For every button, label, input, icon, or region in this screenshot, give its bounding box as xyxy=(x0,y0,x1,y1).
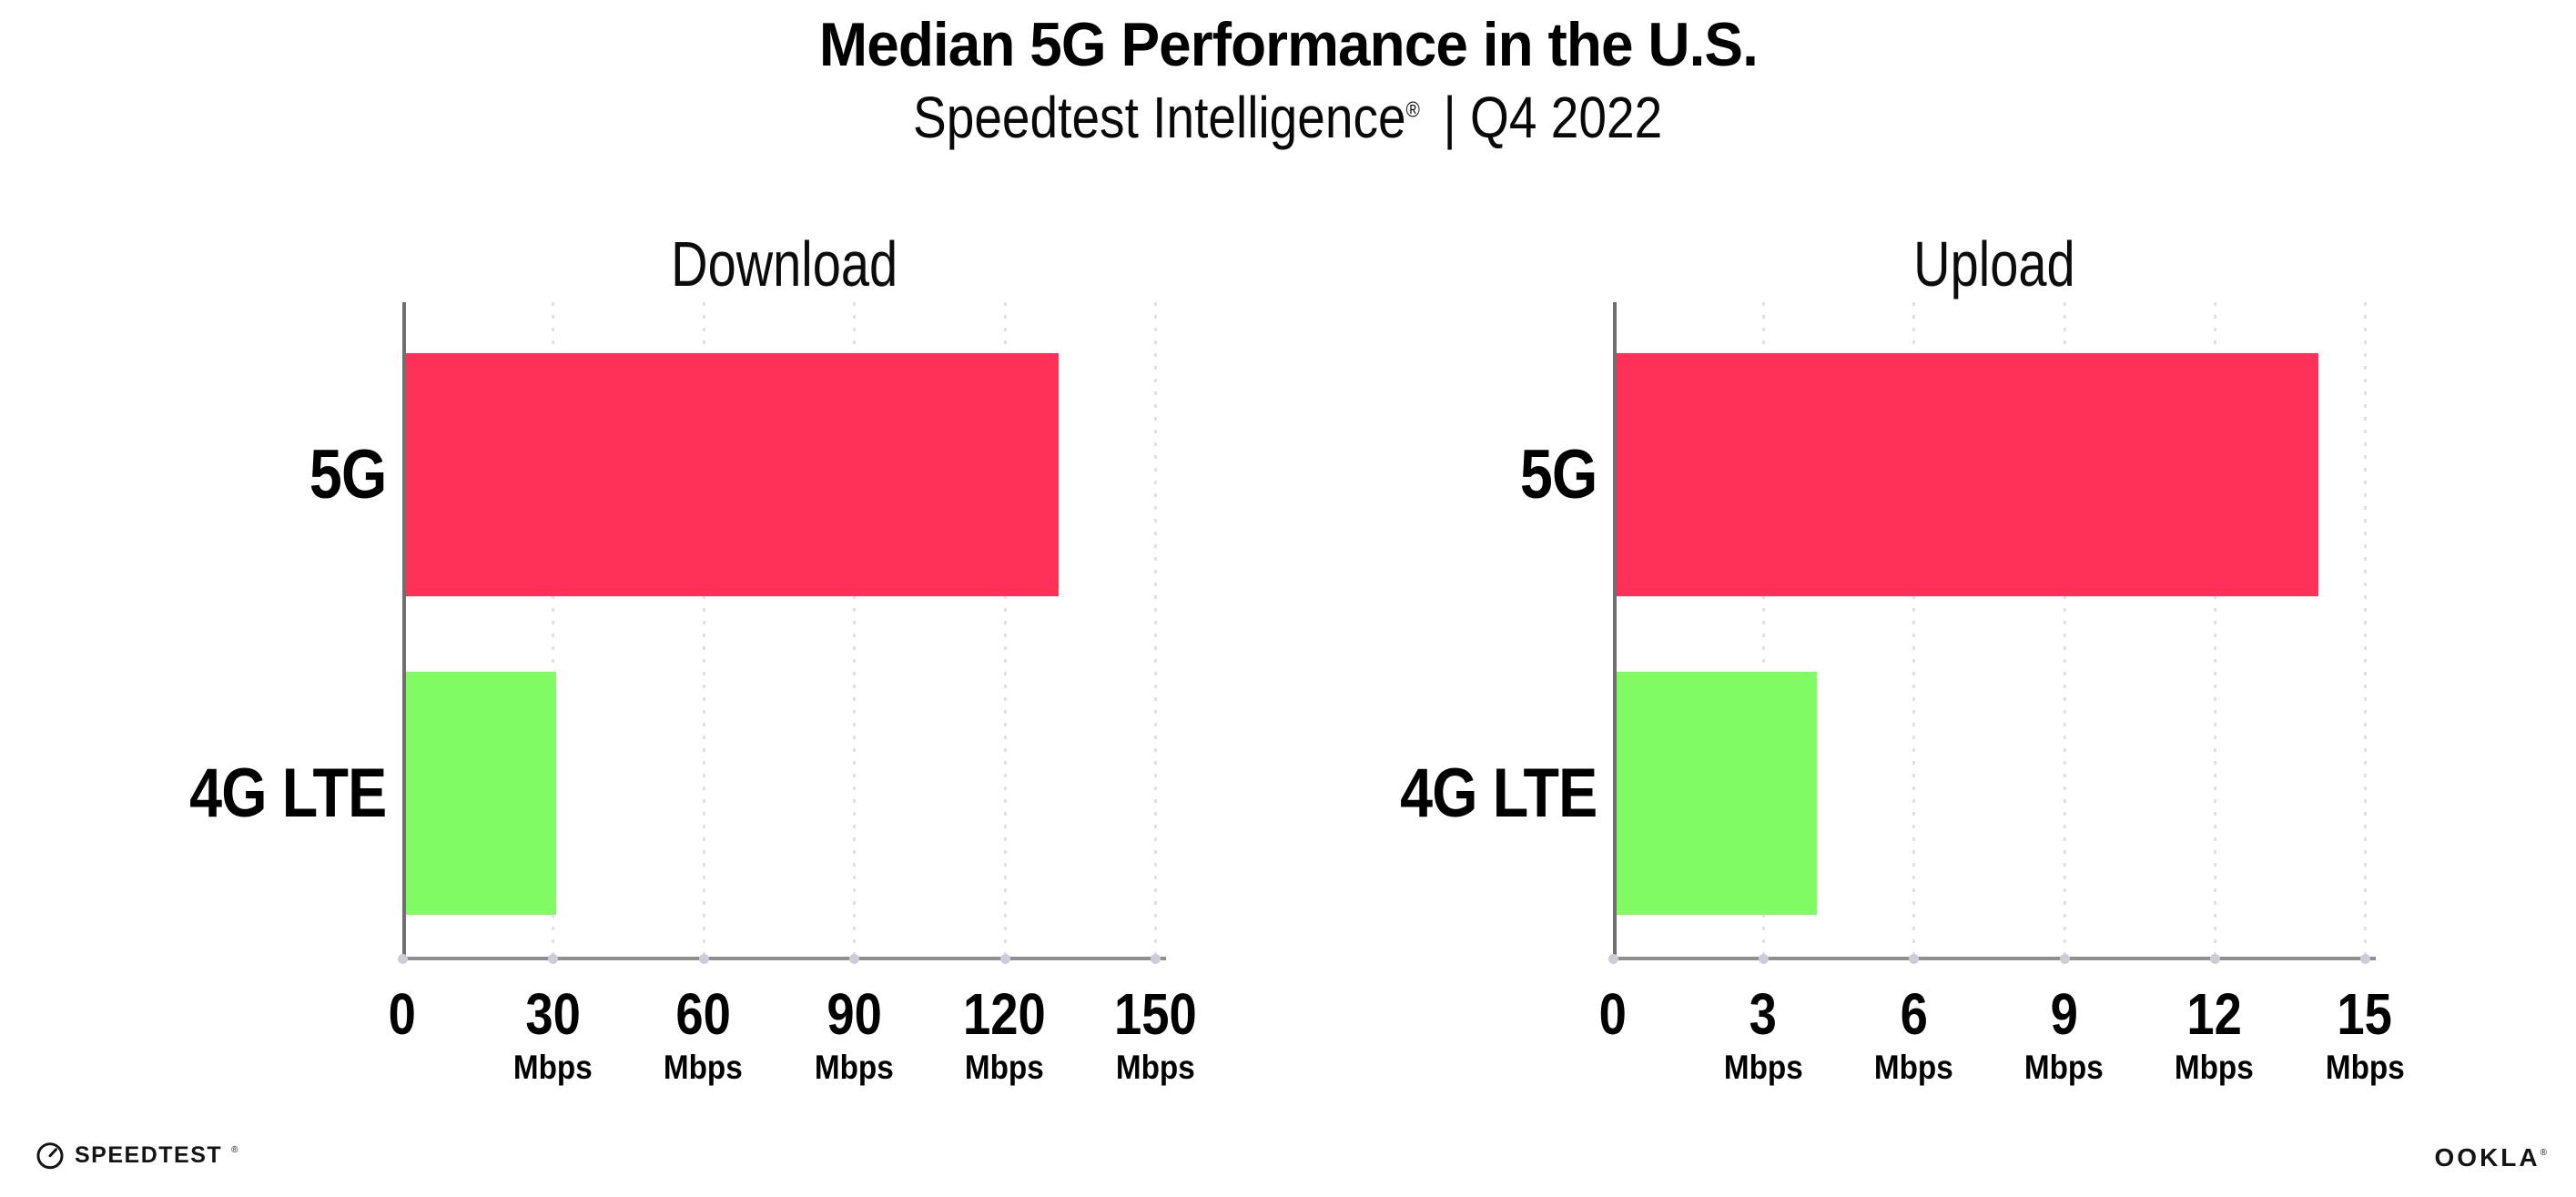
subtitle-quarter: | Q4 2022 xyxy=(1443,85,1663,150)
gridline-3 xyxy=(1762,302,1766,957)
gridline-90 xyxy=(853,302,857,957)
gridline-120 xyxy=(1003,302,1007,957)
gridline-15 xyxy=(2364,302,2367,957)
gridline-60 xyxy=(702,302,705,957)
bar-4g-lte xyxy=(1617,672,1817,915)
y-category-label-5g: 5G xyxy=(1519,436,1597,513)
x-tick-label-120: 120 Mbps xyxy=(905,981,1105,1087)
download-chart-title: Download xyxy=(402,228,1166,300)
ookla-logo: OOKLA ® xyxy=(2435,1143,2547,1172)
x-tick-unit: Mbps xyxy=(814,1049,894,1087)
gridline-150 xyxy=(1154,302,1157,957)
gridline-9 xyxy=(2063,302,2066,957)
subtitle-separator xyxy=(1420,85,1444,150)
axis-tick-dot xyxy=(1759,954,1770,964)
x-tick-value: 9 xyxy=(2050,981,2078,1047)
x-tick-label-15: 15 Mbps xyxy=(2265,981,2465,1087)
gridline-6 xyxy=(1912,302,1916,957)
download-y-axis-line xyxy=(402,302,406,959)
axis-tick-dot xyxy=(698,954,709,964)
x-tick-label-0: 0 xyxy=(1513,981,1713,1047)
speedtest-gauge-icon xyxy=(36,1142,64,1170)
bar-5g xyxy=(406,353,1059,596)
download-x-axis-line xyxy=(402,957,1166,960)
axis-tick-dot xyxy=(1909,954,1920,964)
x-tick-unit: Mbps xyxy=(512,1049,593,1087)
page-title-text: Median 5G Performance in the U.S. xyxy=(818,10,1758,79)
axis-tick-dot xyxy=(548,954,559,964)
upload-y-axis-line xyxy=(1613,302,1617,959)
x-tick-value: 15 xyxy=(2337,981,2393,1047)
x-tick-unit: Mbps xyxy=(2024,1049,2104,1087)
axis-tick-dot xyxy=(1151,954,1161,964)
upload-chart-title-text: Upload xyxy=(1913,228,2075,299)
axis-tick-dot xyxy=(1608,954,1618,964)
bar-5g xyxy=(1617,353,2318,596)
gridline-30 xyxy=(552,302,555,957)
x-tick-label-150: 150 Mbps xyxy=(1055,981,1255,1087)
ookla-registered-mark: ® xyxy=(2540,1147,2547,1158)
page-subtitle: Speedtest Intelligence® | Q4 2022 xyxy=(0,84,2576,151)
y-category-label-4g-lte: 4G LTE xyxy=(1399,755,1597,832)
x-tick-label-0: 0 xyxy=(302,981,502,1047)
subtitle-inner: Speedtest Intelligence® | Q4 2022 xyxy=(913,84,1662,151)
axis-tick-dot xyxy=(999,954,1010,964)
x-tick-unit: Mbps xyxy=(664,1049,744,1087)
x-tick-label-60: 60 Mbps xyxy=(603,981,804,1087)
download-chart-title-text: Download xyxy=(670,228,898,299)
x-tick-label-6: 6 Mbps xyxy=(1813,981,2013,1087)
x-tick-unit: Mbps xyxy=(2325,1049,2405,1087)
page-title: Median 5G Performance in the U.S. xyxy=(0,9,2576,80)
x-tick-value: 0 xyxy=(388,981,417,1047)
x-tick-value: 0 xyxy=(1598,981,1628,1047)
registered-mark: ® xyxy=(1406,97,1421,123)
y-category-label-4g-lte: 4G LTE xyxy=(188,755,387,832)
speedtest-registered-mark: ® xyxy=(231,1144,238,1155)
x-tick-unit: Mbps xyxy=(1723,1049,1803,1087)
ookla-wordmark: OOKLA xyxy=(2434,1143,2541,1172)
x-tick-value: 60 xyxy=(675,981,732,1047)
x-tick-label-9: 9 Mbps xyxy=(1964,981,2165,1087)
axis-tick-dot xyxy=(2209,954,2220,964)
x-tick-label-3: 3 Mbps xyxy=(1663,981,1863,1087)
axis-tick-dot xyxy=(398,954,408,964)
gridline-12 xyxy=(2213,302,2216,957)
bar-4g-lte xyxy=(406,672,556,915)
speedtest-wordmark: SPEEDTEST xyxy=(75,1141,223,1168)
x-tick-unit: Mbps xyxy=(1115,1049,1195,1087)
axis-tick-dot xyxy=(2059,954,2070,964)
x-tick-value: 90 xyxy=(826,981,882,1047)
x-tick-value: 120 xyxy=(963,981,1046,1047)
speedtest-logo: SPEEDTEST ® xyxy=(35,1140,238,1171)
x-tick-value: 12 xyxy=(2186,981,2243,1047)
download-chart: Download 0 30 Mbps 60 Mbps 90 Mbps 120 Mbps 150 Mb… xyxy=(189,228,1197,1085)
x-tick-value: 3 xyxy=(1749,981,1778,1047)
axis-tick-dot xyxy=(849,954,860,964)
y-category-label-5g: 5G xyxy=(309,436,387,513)
upload-x-axis-line xyxy=(1613,957,2376,960)
x-tick-label-30: 30 Mbps xyxy=(452,981,653,1087)
x-tick-unit: Mbps xyxy=(1873,1049,1953,1087)
x-tick-value: 30 xyxy=(525,981,581,1047)
x-tick-label-90: 90 Mbps xyxy=(754,981,954,1087)
x-tick-label-12: 12 Mbps xyxy=(2115,981,2315,1087)
upload-chart: Upload 0 3 Mbps 6 Mbps 9 Mbps 12 Mbps 15 Mbps 5G 4G … xyxy=(1400,228,2405,1085)
x-tick-value: 150 xyxy=(1113,981,1197,1047)
x-tick-unit: Mbps xyxy=(2175,1049,2255,1087)
x-tick-value: 6 xyxy=(1900,981,1928,1047)
upload-chart-title: Upload xyxy=(1613,228,2376,300)
x-tick-unit: Mbps xyxy=(965,1049,1045,1087)
axis-tick-dot xyxy=(2360,954,2370,964)
subtitle-brand: Speedtest Intelligence xyxy=(913,85,1407,150)
